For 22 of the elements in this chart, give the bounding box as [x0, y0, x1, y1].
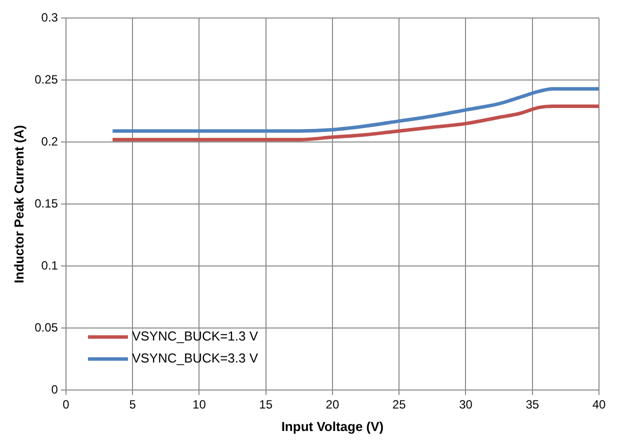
x-tick-label: 5 [129, 398, 136, 412]
y-tick-label: 0.2 [41, 134, 58, 148]
line-series [110, 87, 599, 133]
y-tick-label: 0.25 [34, 72, 58, 86]
x-tick-label: 10 [192, 398, 206, 412]
y-tick-label: 0.15 [34, 196, 58, 210]
y-tick-label: 0.1 [41, 258, 58, 272]
y-tick-label: 0.3 [41, 10, 58, 25]
y-tick-label: 0.05 [34, 320, 58, 334]
legend-label: VSYNC_BUCK=1.3 V [132, 328, 258, 344]
x-tick-label: 40 [592, 398, 606, 412]
x-axis-title: Input Voltage (V) [281, 418, 384, 434]
x-tick-label: 35 [526, 398, 540, 412]
y-axis-title: Inductor Peak Current (A) [11, 125, 26, 284]
line-series [110, 104, 599, 142]
x-tick-label: 30 [459, 398, 473, 412]
x-tick-label: 15 [259, 398, 273, 412]
y-tick-label: 0 [51, 382, 58, 396]
legend-label: VSYNC_BUCK=3.3 V [132, 350, 258, 366]
x-tick-label: 25 [392, 398, 406, 412]
x-tick-label: 20 [326, 398, 340, 412]
x-tick-label: 0 [62, 398, 70, 412]
